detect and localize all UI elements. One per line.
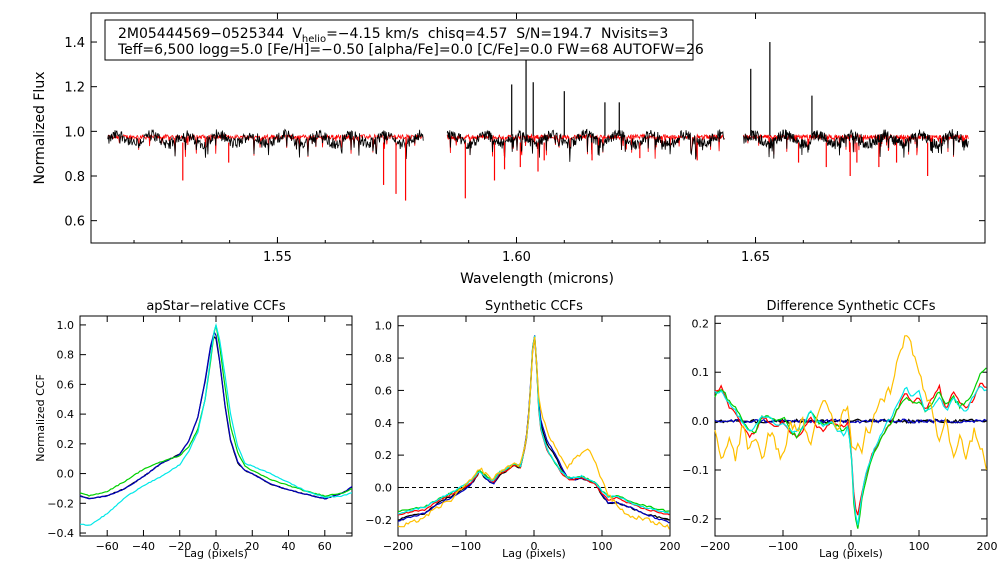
y-tick-label: 0.6 [375, 384, 393, 397]
x-tick-label: −40 [132, 540, 155, 553]
x-tick-label: 1.55 [263, 250, 292, 265]
x-tick-label: 60 [318, 540, 332, 553]
apstar-ccf-title: apStar−relative CCFs [146, 299, 286, 314]
y-tick-label: 0.6 [64, 215, 85, 230]
model-spectrum-chip-2 [446, 133, 725, 159]
y-tick-label: 0.8 [64, 170, 85, 185]
spectrum-frame [90, 12, 986, 244]
difference-ccf-panel: Difference Synthetic CCFs −200 −100 0 100 20… [682, 299, 997, 560]
x-tick-label: 100 [909, 540, 930, 553]
x-tick-label: 40 [282, 540, 296, 553]
spectrum-panel: 1.55 1.60 1.65 0.6 0.8 1.0 1.2 1.4 2M05444569−0… [32, 12, 986, 287]
y-tick-label: 0.4 [375, 417, 393, 430]
synthetic-ccf-series [397, 335, 670, 530]
difference-ccf-title: Difference Synthetic CCFs [766, 299, 935, 314]
y-tick-label: 1.0 [375, 320, 393, 333]
apstar-ccf-ticks: −60 −40 −20 0 20 40 60 −0.4 −0.2 0.0 0.2 0.4 0.6 0.8 1… [47, 316, 352, 553]
y-tick-label: 0.8 [375, 352, 393, 365]
y-tick-label: 1.0 [64, 125, 85, 140]
y-tick-label: 0.2 [57, 438, 75, 451]
spectrum-y-axis-label: Normalized Flux [32, 72, 48, 185]
y-tick-label: 1.4 [64, 36, 85, 51]
y-tick-label: 0.0 [57, 468, 75, 481]
synthetic-ccf-panel: Synthetic CCFs −200 −100 0 100 200 −0.2 0.0 0.2… [365, 299, 680, 560]
observed-spectrum-chip-1 [107, 128, 424, 160]
y-tick-label: 0.6 [57, 378, 75, 391]
x-tick-label: 1.65 [741, 250, 770, 265]
synthetic-ccf-ticks: −200 −100 0 100 200 −0.2 0.0 0.2 0.4 0.6 0.8 1.0 [365, 316, 681, 553]
x-tick-label: 100 [592, 540, 613, 553]
y-tick-label: 0.2 [692, 317, 710, 330]
difference-ccf-series-gold [714, 335, 987, 470]
apstar-ccf-series-visit4 [79, 322, 353, 526]
x-tick-label: −200 [383, 540, 413, 553]
spectrum-x-axis-label: Wavelength (microns) [460, 271, 614, 287]
spectrum-v-subscript: helio [302, 34, 326, 45]
x-tick-label: −100 [451, 540, 481, 553]
spectrum-info-box [104, 19, 694, 61]
y-tick-label: −0.2 [47, 497, 74, 510]
spectrum-info-line-1: 2M05444569−0525344 Vhelio=−4.15 km/s chis… [118, 26, 668, 45]
y-tick-label: 0.4 [57, 408, 75, 421]
apstar-ccf-y-axis-label: Normalized CCF [34, 374, 47, 462]
difference-ccf-ticks: −200 −100 0 100 200 −0.2 −0.1 0.0 0.1 0.2 [682, 316, 998, 553]
y-tick-label: 0.2 [375, 449, 393, 462]
synthetic-ccf-title: Synthetic CCFs [485, 299, 583, 314]
difference-ccf-series-blue [714, 418, 987, 424]
x-tick-label: 200 [660, 540, 681, 553]
difference-ccf-series-cyan [714, 385, 987, 526]
x-tick-label: −200 [700, 540, 730, 553]
apstar-ccf-series [79, 322, 353, 526]
spectrum-traces [107, 128, 969, 162]
y-tick-label: −0.4 [47, 527, 74, 540]
spectrum-info-line-2: Teff=6,500 logg=5.0 [Fe/H]=−0.50 [alpha/… [117, 42, 704, 58]
y-tick-label: −0.2 [682, 513, 709, 526]
spectrum-ticks: 1.55 1.60 1.65 0.6 0.8 1.0 1.2 1.4 [64, 13, 985, 265]
y-tick-label: 0.0 [692, 415, 710, 428]
spectrum-v-symbol: V [292, 26, 302, 42]
x-tick-label: 1.60 [502, 250, 531, 265]
apstar-ccf-series-visit2 [79, 330, 353, 500]
spectrum-star-id: 2M05444569−0525344 [118, 26, 284, 42]
spectrum-line-marks [182, 42, 929, 201]
y-tick-label: 1.0 [57, 319, 75, 332]
y-tick-label: 0.0 [375, 481, 393, 494]
difference-ccf-x-axis-label: Lag (pixels) [819, 547, 883, 560]
y-tick-label: −0.1 [682, 464, 709, 477]
x-tick-label: 20 [245, 540, 259, 553]
synthetic-ccf-x-axis-label: Lag (pixels) [502, 547, 566, 560]
y-tick-label: 0.8 [57, 349, 75, 362]
x-tick-label: 0 [848, 540, 855, 553]
x-tick-label: 0 [213, 540, 220, 553]
observed-spectrum-chip-2 [446, 128, 725, 162]
difference-ccf-series [714, 335, 987, 529]
x-tick-label: −100 [768, 540, 798, 553]
x-tick-label: −60 [96, 540, 119, 553]
spectrum-info-values: =−4.15 km/s chisq=4.57 S/N=194.7 Nvisits… [326, 26, 668, 42]
x-tick-label: 0 [531, 540, 538, 553]
synthetic-ccf-series-gold [397, 336, 670, 530]
model-spectrum-chip-1 [107, 133, 424, 158]
y-tick-label: −0.2 [365, 514, 392, 527]
apstar-ccf-panel: apStar−relative CCFs −60 −40 −20 0 20 40 60 −0.… [34, 299, 353, 560]
observed-spectrum-chip-3 [743, 129, 969, 159]
y-tick-label: 0.1 [692, 366, 710, 379]
x-tick-label: 200 [977, 540, 998, 553]
apstar-ccf-x-axis-label: Lag (pixels) [184, 547, 248, 560]
y-tick-label: 1.2 [64, 81, 85, 96]
x-tick-label: −20 [168, 540, 191, 553]
